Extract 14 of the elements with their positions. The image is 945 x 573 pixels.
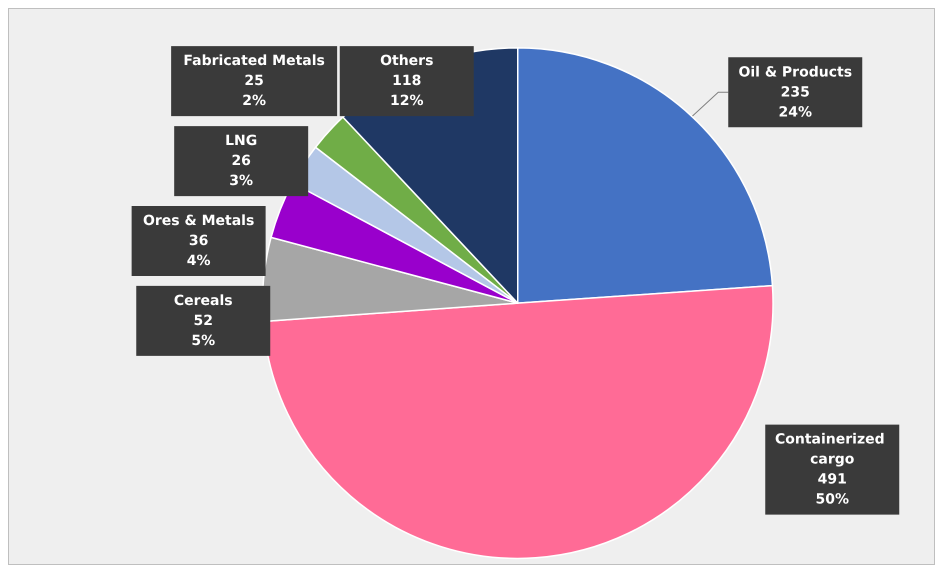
data-label: 25 2% bbox=[242, 73, 266, 110]
data-label: 491 50% bbox=[815, 472, 850, 508]
data-label: 52 5% bbox=[191, 312, 216, 349]
slice-label: Containerized cargo bbox=[774, 432, 890, 468]
slice-label: Fabricated Metals bbox=[183, 53, 325, 70]
data-label: 26 3% bbox=[229, 153, 254, 190]
slice-label: Oil & Products bbox=[738, 64, 852, 80]
data-label: 118 12% bbox=[390, 73, 424, 110]
slice-label: Others bbox=[380, 53, 434, 70]
slice-label: Cereals bbox=[174, 292, 233, 309]
data-label: 235 24% bbox=[778, 84, 812, 120]
slice-label: LNG bbox=[225, 133, 258, 150]
data-label: 36 4% bbox=[186, 232, 211, 269]
slice-label: Ores & Metals bbox=[142, 212, 254, 229]
